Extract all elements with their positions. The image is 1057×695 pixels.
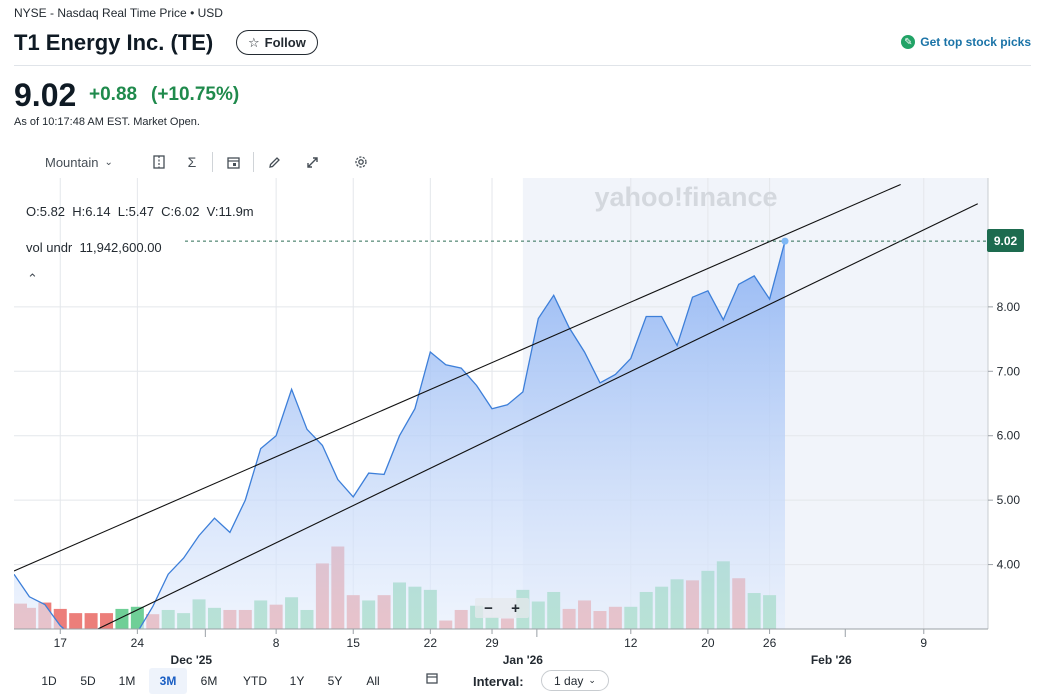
range-button-5d[interactable]: 5D xyxy=(80,674,96,688)
range-button-5y[interactable]: 5Y xyxy=(327,674,343,688)
current-price: 9.02 xyxy=(14,77,77,113)
last-price-tag: 9.02 xyxy=(987,229,1024,252)
ohlc-readout: O:5.82 H:6.14 L:5.47 C:6.02 V:11.9m xyxy=(26,204,254,219)
x-tick-label: 24 xyxy=(131,636,145,650)
range-button-ytd[interactable]: YTD xyxy=(243,674,267,688)
follow-label: Follow xyxy=(264,35,306,50)
chevron-up-icon[interactable]: ⌃ xyxy=(27,271,38,286)
month-label: Dec '25 xyxy=(171,653,213,667)
volume-bar xyxy=(69,613,83,629)
last-price-dot xyxy=(781,237,789,245)
range-button-3m[interactable]: 3M xyxy=(149,668,187,694)
market-status: As of 10:17:48 AM EST. Market Open. xyxy=(14,116,200,128)
trend-channel-lower xyxy=(96,203,978,629)
x-tick-label: 29 xyxy=(485,636,499,650)
price-change: +0.88 xyxy=(89,84,138,105)
x-tick-label: 12 xyxy=(624,636,638,650)
y-tick-label: 6.00 xyxy=(997,429,1021,443)
price-change-percent: (+10.75%) xyxy=(151,84,240,105)
toolbar-divider xyxy=(212,152,213,172)
quote-source: NYSE - Nasdaq Real Time Price • USD xyxy=(14,6,223,20)
x-tick-label: 15 xyxy=(347,636,361,650)
settings-icon[interactable] xyxy=(351,150,371,174)
compare-icon[interactable] xyxy=(149,150,169,174)
range-button-6m[interactable]: 6M xyxy=(200,674,218,688)
volume-readout: vol undr 11,942,600.00 xyxy=(26,240,162,255)
zoom-control: − + xyxy=(475,598,529,618)
volume-bar xyxy=(84,613,98,629)
pencil-badge-icon: ✎ xyxy=(901,35,916,49)
month-label: Jan '26 xyxy=(503,653,544,667)
volume-bar xyxy=(130,606,144,629)
x-tick-label: 8 xyxy=(273,636,280,650)
top-stock-picks-link[interactable]: ✎ Get top stock picks xyxy=(901,35,1031,49)
x-tick-label: 20 xyxy=(701,636,715,650)
month-label: Feb '26 xyxy=(811,653,852,667)
price-line xyxy=(14,240,786,629)
x-tick-label: 22 xyxy=(424,636,438,650)
volume-label: vol undr xyxy=(26,240,73,255)
y-tick-label: 5.00 xyxy=(997,493,1021,507)
zoom-in-button[interactable]: + xyxy=(511,599,520,617)
x-tick-label: 17 xyxy=(54,636,68,650)
star-icon: ☆ xyxy=(248,34,260,50)
page-title: T1 Energy Inc. (TE) xyxy=(14,30,214,55)
y-tick-label: 7.00 xyxy=(997,364,1021,378)
volume-bar xyxy=(115,608,129,629)
picks-label: Get top stock picks xyxy=(920,35,1031,49)
y-tick-label: 8.00 xyxy=(997,300,1021,314)
chevron-down-icon: ⌄ xyxy=(588,675,596,685)
x-tick-label: 9 xyxy=(920,636,927,650)
toolbar-divider xyxy=(253,152,254,172)
chevron-down-icon: ⌄ xyxy=(104,156,113,168)
range-button-1m[interactable]: 1M xyxy=(118,674,136,688)
price-area xyxy=(14,241,785,629)
events-icon[interactable] xyxy=(223,150,243,174)
calendar-icon[interactable] xyxy=(426,672,438,687)
interval-select[interactable]: 1 day ⌄ xyxy=(541,670,609,691)
interval-value: 1 day xyxy=(554,673,584,688)
header-divider xyxy=(14,65,1031,66)
chart-type-select[interactable]: Mountain ⌄ xyxy=(45,150,125,174)
price-chart[interactable]: yahoo!finance 4.00 5.00 6.00 7.00 8.00 17 24 8 15… xyxy=(0,178,1057,668)
range-button-1y[interactable]: 1Y xyxy=(289,674,305,688)
draw-icon[interactable] xyxy=(264,150,284,174)
interval-label: Interval: xyxy=(473,674,524,689)
indicators-icon[interactable]: Σ xyxy=(187,154,197,170)
volume-value: 11,942,600.00 xyxy=(79,240,162,255)
trend-channel-upper xyxy=(14,183,901,572)
volume-bar xyxy=(100,613,114,629)
fullscreen-icon[interactable] xyxy=(302,150,322,174)
range-button-1d[interactable]: 1D xyxy=(41,674,57,688)
zoom-out-button[interactable]: − xyxy=(484,599,493,617)
x-tick-label: 26 xyxy=(763,636,777,650)
follow-button[interactable]: ☆ Follow xyxy=(236,30,318,55)
range-button-all[interactable]: All xyxy=(366,674,380,688)
y-tick-label: 4.00 xyxy=(997,558,1021,572)
watermark-logo: yahoo!finance xyxy=(594,182,777,212)
zoom-control-bg xyxy=(475,598,529,618)
chart-type-label: Mountain xyxy=(45,154,99,170)
